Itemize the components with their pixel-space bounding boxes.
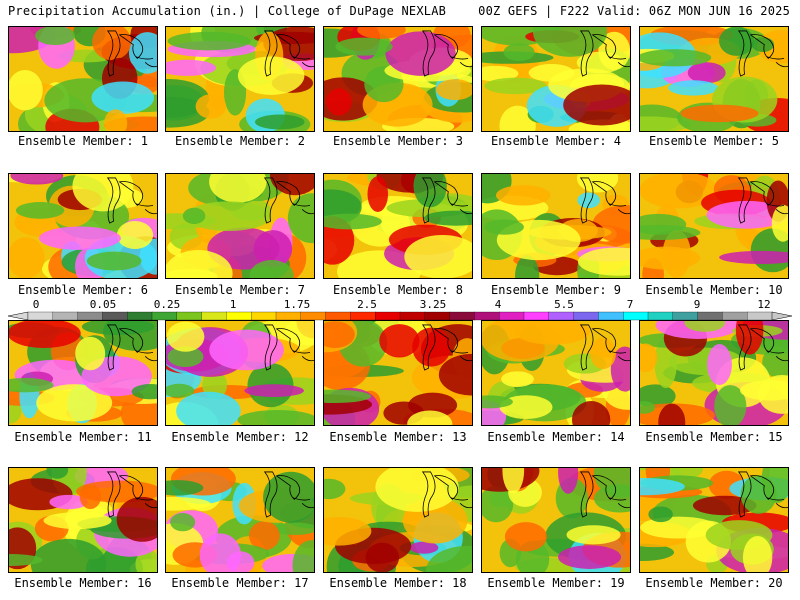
- ensemble-member-label: Ensemble Member: 10: [645, 283, 783, 297]
- ensemble-member-map: [165, 320, 315, 426]
- ensemble-member-map: [323, 467, 473, 573]
- ensemble-member-label: Ensemble Member: 9: [490, 283, 622, 297]
- ensemble-member-label: Ensemble Member: 12: [171, 430, 309, 444]
- colorbar-segment: [151, 311, 178, 321]
- colorbar-segment: [424, 311, 451, 321]
- colorbar-segment: [375, 311, 401, 321]
- ensemble-member-map: [639, 320, 789, 426]
- ensemble-member-map: [323, 320, 473, 426]
- colorbar-tick-label: 0.25: [153, 298, 181, 311]
- colorbar-segment: [350, 311, 376, 321]
- ensemble-member-label: Ensemble Member: 2: [174, 134, 306, 148]
- colorbar-tick-label: 7: [626, 298, 634, 311]
- colorbar-segment: [548, 311, 575, 321]
- colorbar-segment: [300, 311, 327, 321]
- colorbar-segment: [474, 311, 500, 321]
- colorbar-tick-label: 4: [494, 298, 502, 311]
- ensemble-member-map: [481, 467, 631, 573]
- ensemble-member-label: Ensemble Member: 18: [329, 576, 467, 590]
- colorbar-segment: [176, 311, 203, 321]
- ensemble-member-label: Ensemble Member: 14: [487, 430, 625, 444]
- colorbar-tick-label: 0: [32, 298, 40, 311]
- ensemble-member-label: Ensemble Member: 3: [332, 134, 464, 148]
- colorbar-segment: [102, 311, 128, 321]
- ensemble-member-label: Ensemble Member: 1: [17, 134, 149, 148]
- colorbar-segment: [747, 311, 773, 321]
- ensemble-member-label: Ensemble Member: 19: [487, 576, 625, 590]
- colorbar-tick-label: 1.75: [283, 298, 311, 311]
- colorbar-segment: [52, 311, 79, 321]
- model-run-info: 00Z GEFS | F222 Valid: 06Z MON JUN 16 20…: [478, 4, 790, 18]
- colorbar-tick-label: 3.25: [419, 298, 447, 311]
- ensemble-member-label: Ensemble Member: 20: [645, 576, 783, 590]
- ensemble-member-map: [8, 320, 158, 426]
- ensemble-member-label: Ensemble Member: 4: [490, 134, 622, 148]
- ensemble-member-map: [165, 467, 315, 573]
- colorbar-tick-label: 12: [757, 298, 771, 311]
- ensemble-member-label: Ensemble Member: 8: [332, 283, 464, 297]
- colorbar-segment: [623, 311, 649, 321]
- ensemble-member-map: [639, 173, 789, 279]
- colorbar-segment: [672, 311, 699, 321]
- ensemble-member-label: Ensemble Member: 6: [17, 283, 149, 297]
- colorbar-tick-label: 1: [229, 298, 237, 311]
- ensemble-member-map: [8, 173, 158, 279]
- ensemble-member-map: [481, 173, 631, 279]
- ensemble-member-map: [323, 26, 473, 132]
- colorbar-segment: [523, 311, 550, 321]
- ensemble-member-map: [8, 26, 158, 132]
- ensemble-member-label: Ensemble Member: 13: [329, 430, 467, 444]
- colorbar-segment: [449, 311, 476, 321]
- colorbar-segment: [697, 311, 724, 321]
- colorbar-segment: [499, 311, 525, 321]
- colorbar-segment: [722, 311, 748, 321]
- colorbar-segment: [27, 311, 54, 321]
- colorbar: [8, 311, 792, 321]
- colorbar-segment: [598, 311, 624, 321]
- ensemble-member-map: [323, 173, 473, 279]
- ensemble-member-map: [639, 467, 789, 573]
- ensemble-member-map: [165, 26, 315, 132]
- colorbar-segment: [647, 311, 674, 321]
- colorbar-segment: [201, 311, 228, 321]
- colorbar-segment: [251, 311, 277, 321]
- colorbar-tick-label: 5.5: [554, 298, 574, 311]
- ensemble-member-label: Ensemble Member: 17: [171, 576, 309, 590]
- colorbar-segment: [226, 311, 252, 321]
- ensemble-member-map: [639, 26, 789, 132]
- ensemble-member-map: [8, 467, 158, 573]
- ensemble-member-label: Ensemble Member: 5: [648, 134, 780, 148]
- colorbar-segment: [573, 311, 600, 321]
- map-title: Precipitation Accumulation (in.) | Colle…: [8, 4, 447, 18]
- ensemble-member-label: Ensemble Member: 11: [14, 430, 152, 444]
- ensemble-member-label: Ensemble Member: 16: [14, 576, 152, 590]
- ensemble-member-map: [481, 26, 631, 132]
- colorbar-segment: [399, 311, 426, 321]
- colorbar-segment: [127, 311, 153, 321]
- colorbar-segment: [275, 311, 302, 321]
- ensemble-member-label: Ensemble Member: 7: [174, 283, 306, 297]
- colorbar-tick-label: 2.5: [357, 298, 377, 311]
- ensemble-member-label: Ensemble Member: 15: [645, 430, 783, 444]
- colorbar-segment: [325, 311, 352, 321]
- colorbar-tick-label: 9: [693, 298, 701, 311]
- colorbar-tick-label: 0.05: [89, 298, 117, 311]
- ensemble-member-map: [481, 320, 631, 426]
- colorbar-segment: [77, 311, 104, 321]
- ensemble-member-map: [165, 173, 315, 279]
